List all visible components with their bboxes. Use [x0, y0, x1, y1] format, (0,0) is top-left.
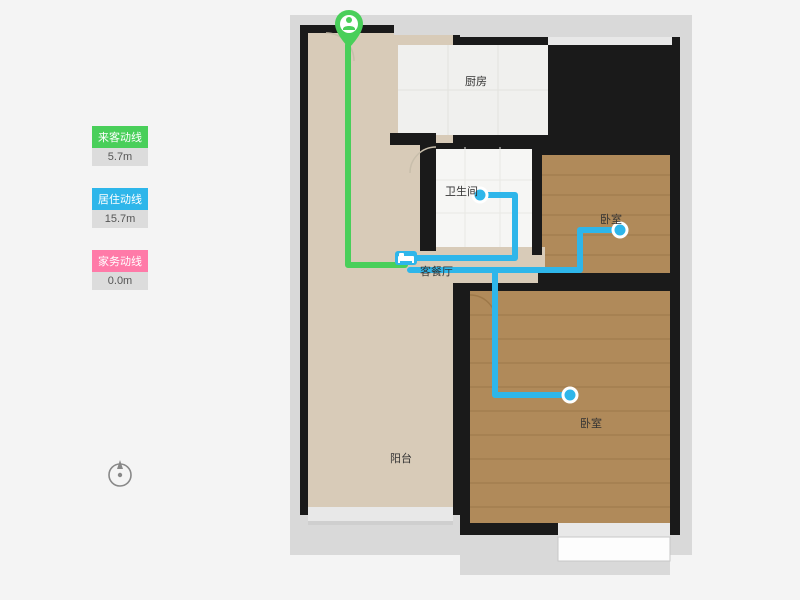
- legend-title: 居住动线: [92, 188, 148, 210]
- legend: 来客动线 5.7m 居住动线 15.7m 家务动线 0.0m: [92, 126, 148, 312]
- legend-item-chore: 家务动线 0.0m: [92, 250, 148, 290]
- bed-icon: [395, 251, 417, 265]
- legend-item-living: 居住动线 15.7m: [92, 188, 148, 228]
- legend-title: 来客动线: [92, 126, 148, 148]
- legend-value: 15.7m: [92, 210, 148, 228]
- legend-value: 0.0m: [92, 272, 148, 290]
- legend-item-guest: 来客动线 5.7m: [92, 126, 148, 166]
- legend-value: 5.7m: [92, 148, 148, 166]
- compass-icon: [105, 460, 135, 495]
- floorplan: 厨房 卫生间 卧室 客餐厅 卧室 阳台: [290, 15, 692, 575]
- floorplan-svg: [290, 15, 692, 575]
- entrance-pin-icon: [334, 10, 364, 48]
- legend-title: 家务动线: [92, 250, 148, 272]
